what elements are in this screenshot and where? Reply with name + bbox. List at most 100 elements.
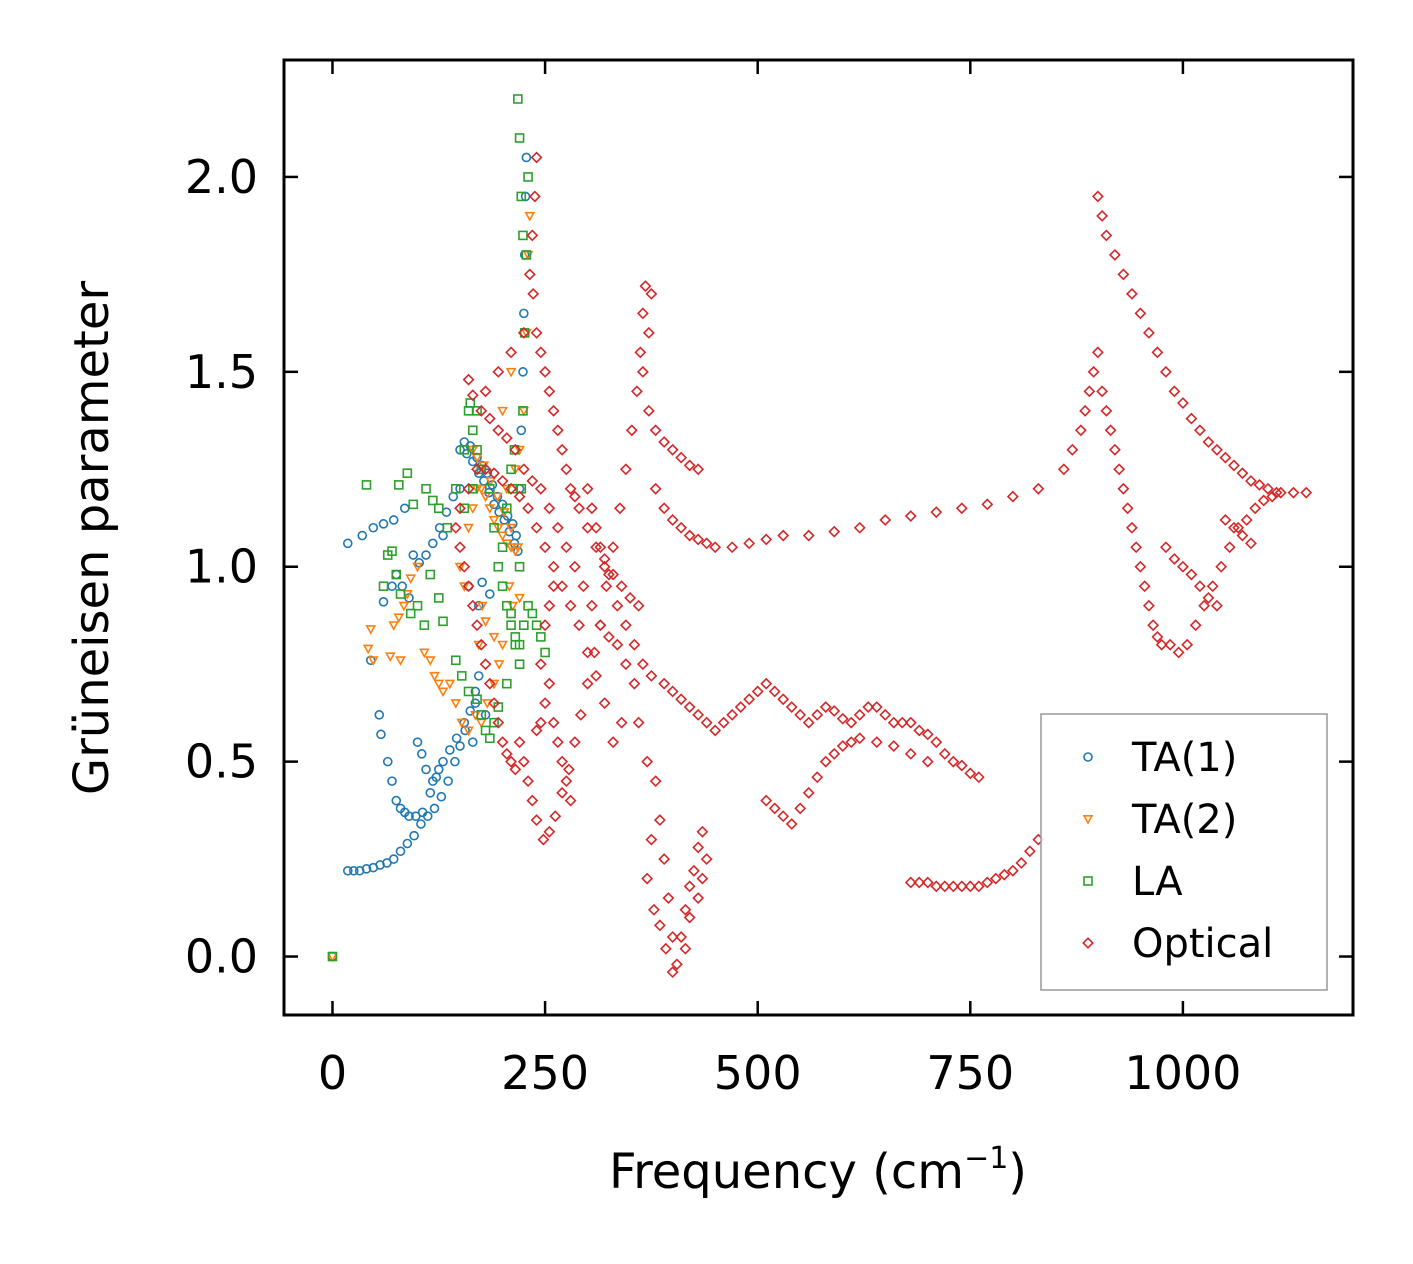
data-point xyxy=(573,619,586,632)
legend-marker xyxy=(1082,937,1094,949)
data-point xyxy=(534,658,547,671)
data-point xyxy=(845,716,858,729)
data-point xyxy=(539,365,552,378)
data-point xyxy=(462,580,475,593)
data-point xyxy=(362,644,374,655)
data-point xyxy=(1096,209,1109,222)
data-point xyxy=(522,502,535,515)
data-point xyxy=(947,880,960,893)
data-point xyxy=(536,632,546,642)
data-point xyxy=(1134,560,1147,573)
data-point xyxy=(675,521,688,534)
data-point xyxy=(662,892,675,904)
data-point xyxy=(811,708,824,721)
data-point xyxy=(543,677,556,690)
data-point xyxy=(692,533,705,546)
data-point xyxy=(459,503,470,514)
data-point xyxy=(462,482,475,495)
data-point xyxy=(424,656,436,666)
plot-frame xyxy=(282,58,1355,1017)
data-point xyxy=(692,892,705,904)
data-point xyxy=(611,638,624,651)
y-tick-label: 0.0 xyxy=(185,930,258,984)
data-point xyxy=(845,736,858,749)
data-point xyxy=(472,694,482,705)
data-point xyxy=(802,786,815,799)
data-point xyxy=(625,424,638,437)
data-point xyxy=(1202,436,1215,448)
data-point xyxy=(666,966,679,979)
data-point xyxy=(1287,486,1300,499)
data-point xyxy=(760,677,773,690)
data-point xyxy=(429,671,440,682)
data-point xyxy=(388,854,399,864)
data-point xyxy=(547,404,560,417)
data-point xyxy=(1125,287,1138,300)
data-point xyxy=(405,574,417,585)
data-point xyxy=(1219,451,1232,464)
data-point xyxy=(455,741,465,751)
data-point xyxy=(972,771,985,784)
data-point xyxy=(547,580,560,593)
data-point xyxy=(387,776,397,786)
data-point xyxy=(930,736,943,749)
data-point xyxy=(564,794,577,807)
data-point xyxy=(402,838,413,849)
data-point xyxy=(539,619,552,632)
data-point xyxy=(419,620,430,631)
data-point xyxy=(921,755,934,768)
data-point xyxy=(700,853,713,866)
data-point xyxy=(378,519,389,529)
data-point xyxy=(981,498,994,511)
data-point xyxy=(853,732,866,745)
data-point xyxy=(551,521,564,534)
data-point xyxy=(581,677,594,690)
data-point xyxy=(1232,521,1245,534)
data-point xyxy=(526,794,539,807)
data-point xyxy=(534,716,547,729)
data-point xyxy=(675,451,688,464)
data-point xyxy=(485,589,495,599)
data-point xyxy=(376,729,386,740)
data-point xyxy=(632,716,645,729)
data-point xyxy=(955,502,968,515)
data-point xyxy=(368,522,379,533)
data-point xyxy=(1245,475,1257,487)
x-tick-label: 0 xyxy=(318,1046,347,1100)
data-point xyxy=(513,736,526,749)
data-point xyxy=(387,546,397,556)
data-point xyxy=(598,697,611,710)
x-axis-label-close: ) xyxy=(1008,1144,1027,1200)
data-point xyxy=(463,686,474,697)
data-point xyxy=(768,685,781,698)
data-point xyxy=(649,424,662,437)
data-point xyxy=(675,693,688,706)
x-tick-label: 500 xyxy=(714,1046,802,1100)
data-point xyxy=(454,502,466,515)
data-point xyxy=(522,775,535,788)
data-point xyxy=(602,568,615,581)
data-point xyxy=(577,580,590,593)
data-point xyxy=(1223,541,1236,554)
data-point xyxy=(777,810,790,823)
data-point xyxy=(493,561,504,572)
data-point xyxy=(398,601,410,612)
x-tick-label: 1000 xyxy=(1124,1046,1241,1100)
data-point xyxy=(514,133,525,143)
data-point xyxy=(726,541,739,554)
data-point xyxy=(467,737,478,747)
legend-marker xyxy=(1083,752,1093,762)
data-point xyxy=(450,756,460,767)
data-point xyxy=(433,503,444,514)
data-point xyxy=(433,679,445,690)
data-point xyxy=(412,737,423,747)
data-point xyxy=(519,308,529,319)
data-point xyxy=(645,669,658,682)
data-point xyxy=(628,638,641,651)
data-point xyxy=(514,659,525,669)
data-point xyxy=(523,172,533,182)
data-point xyxy=(361,480,372,490)
data-point xyxy=(879,514,892,526)
data-point xyxy=(543,502,556,515)
data-point xyxy=(1236,467,1249,480)
